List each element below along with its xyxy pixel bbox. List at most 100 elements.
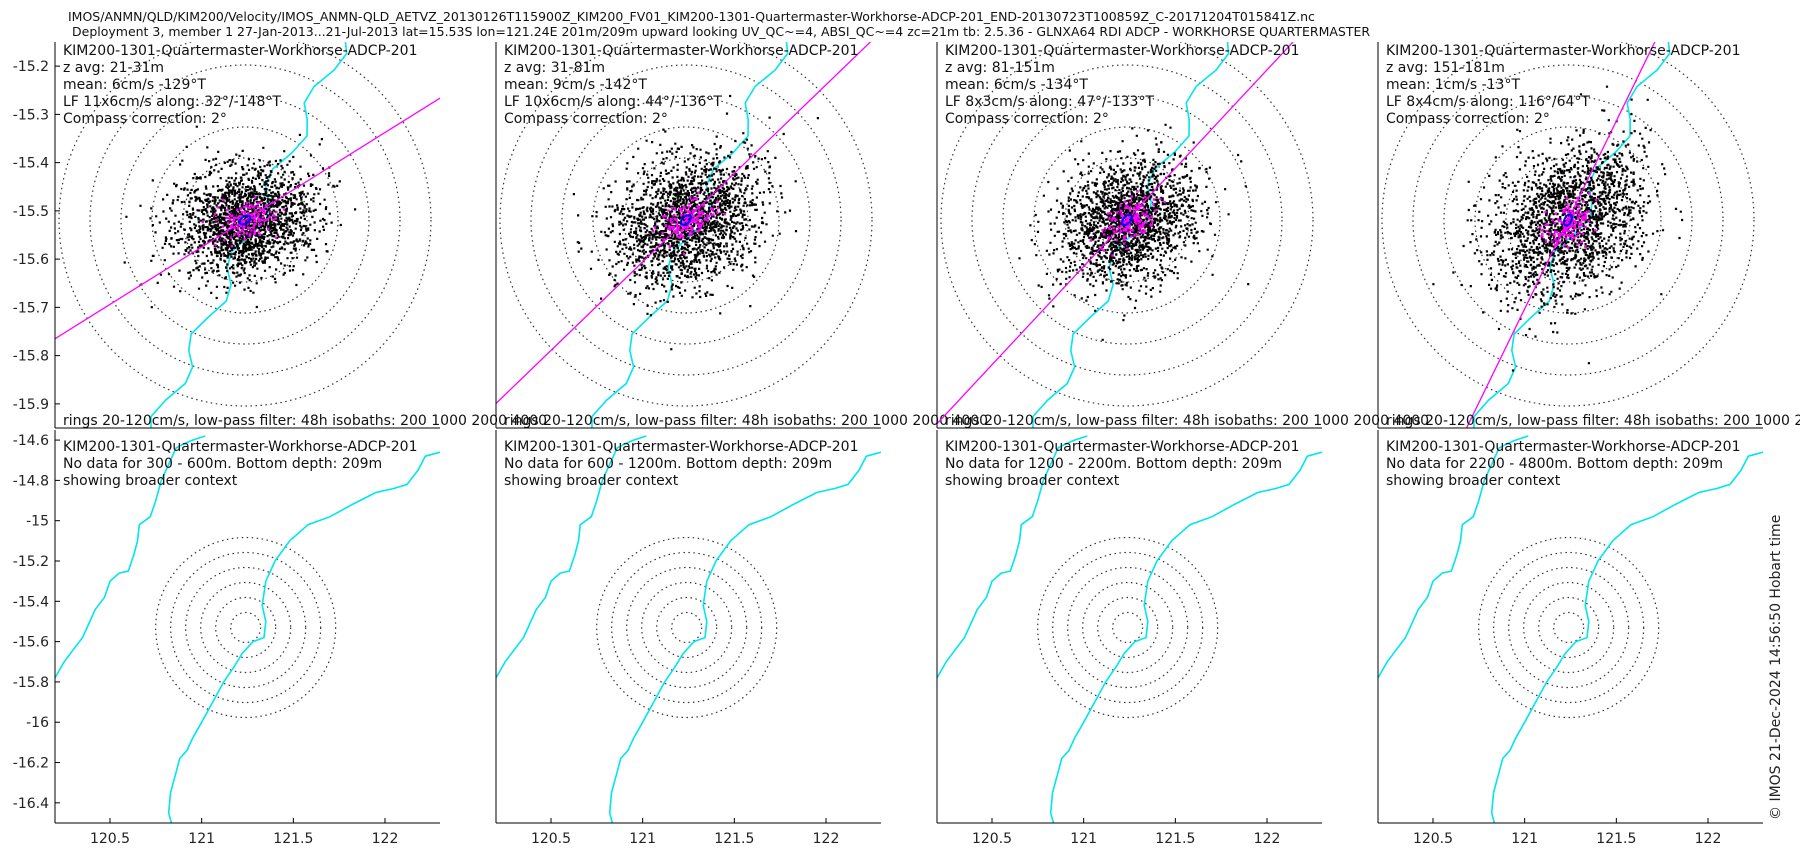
panel-title: KIM200-1301-Quartermaster-Workhorse-ADCP… bbox=[63, 439, 418, 455]
velocity-ring bbox=[1443, 95, 1693, 345]
velocity-ring bbox=[1064, 157, 1190, 283]
principal-axis-line bbox=[55, 97, 440, 340]
panel-annotation: mean: 6cm/s -129°T bbox=[63, 77, 206, 93]
isobath-line bbox=[1490, 451, 1763, 823]
panel-footer: rings 20-120cm/s, low-pass filter: 48h i… bbox=[504, 413, 988, 429]
velocity-ring bbox=[671, 611, 703, 644]
velocity-ring bbox=[1033, 126, 1221, 314]
panel-title: KIM200-1301-Quartermaster-Workhorse-ADCP… bbox=[1386, 43, 1741, 59]
x-tick-label: 122 bbox=[1695, 831, 1722, 847]
y-tick-label: -15.4 bbox=[13, 594, 49, 610]
velocity-ring bbox=[499, 42, 873, 407]
isobath-line bbox=[608, 451, 881, 823]
map-panel-3: KIM200-1301-Quartermaster-Workhorse-ADCP… bbox=[936, 430, 1322, 847]
y-tick-label: -15.8 bbox=[13, 349, 49, 365]
panel-annotation: mean: 9cm/s -142°T bbox=[504, 77, 647, 93]
velocity-ring bbox=[1112, 611, 1144, 644]
velocity-ring bbox=[155, 536, 337, 719]
velocity-ring bbox=[561, 95, 811, 345]
isobath-line bbox=[167, 451, 440, 823]
map-panel-2: KIM200-1301-Quartermaster-Workhorse-ADCP… bbox=[495, 430, 881, 847]
panel-annotation: showing broader context bbox=[504, 473, 679, 489]
panel-annotation: mean: 6cm/s -134°T bbox=[945, 77, 1088, 93]
x-tick-label: 121.5 bbox=[273, 831, 313, 847]
velocity-ring bbox=[120, 95, 370, 345]
panel-footer: rings 20-120cm/s, low-pass filter: 48h i… bbox=[1386, 413, 1800, 429]
velocity-ring bbox=[1478, 536, 1660, 719]
velocity-ring bbox=[1002, 95, 1252, 345]
velocity-ring bbox=[592, 126, 780, 314]
x-tick-label: 121.5 bbox=[714, 831, 754, 847]
velocity-ring bbox=[971, 64, 1283, 376]
x-tick-label: 121 bbox=[188, 831, 215, 847]
y-tick-label: -15.6 bbox=[13, 252, 49, 268]
y-tick-label: -15.2 bbox=[13, 59, 49, 75]
velocity-ring bbox=[1493, 551, 1645, 704]
panel-annotation: z avg: 81-151m bbox=[945, 60, 1055, 76]
scatter-panel-2: KIM200-1301-Quartermaster-Workhorse-ADCP… bbox=[495, 42, 988, 429]
velocity-ring bbox=[230, 611, 262, 644]
panel-annotation: No data for 2200 - 4800m. Bottom depth: … bbox=[1386, 456, 1723, 472]
panel-title: KIM200-1301-Quartermaster-Workhorse-ADCP… bbox=[1386, 439, 1741, 455]
velocity-ring bbox=[1553, 611, 1585, 644]
velocity-ring bbox=[596, 536, 778, 719]
principal-axis-line bbox=[1465, 42, 1656, 428]
lowpass-scatter-points bbox=[201, 196, 286, 248]
panel-title: KIM200-1301-Quartermaster-Workhorse-ADCP… bbox=[945, 439, 1300, 455]
map-panel-4: KIM200-1301-Quartermaster-Workhorse-ADCP… bbox=[1377, 430, 1763, 847]
velocity-ring bbox=[656, 596, 718, 659]
velocity-ring bbox=[641, 581, 733, 674]
x-tick-label: 122 bbox=[813, 831, 840, 847]
mean-velocity-marker bbox=[1121, 214, 1133, 226]
velocity-scatter-points bbox=[1432, 85, 1684, 372]
isobath-line bbox=[1049, 451, 1322, 823]
y-tick-label: -15.5 bbox=[13, 204, 49, 220]
mean-velocity-marker bbox=[238, 214, 252, 226]
x-tick-label: 122 bbox=[372, 831, 399, 847]
x-tick-label: 121 bbox=[1070, 831, 1097, 847]
panel-annotation: No data for 1200 - 2200m. Bottom depth: … bbox=[945, 456, 1282, 472]
principal-axis-line bbox=[937, 42, 1294, 425]
velocity-ring bbox=[1538, 596, 1600, 659]
velocity-ring bbox=[185, 566, 307, 689]
scatter-panel-1: KIM200-1301-Quartermaster-Workhorse-ADCP… bbox=[13, 42, 547, 429]
header-filename: IMOS/ANMN/QLD/KIM200/Velocity/IMOS_ANMN-… bbox=[68, 9, 1315, 24]
y-tick-label: -16.4 bbox=[13, 796, 49, 812]
velocity-ring bbox=[626, 566, 748, 689]
y-tick-label: -15.6 bbox=[13, 635, 49, 651]
y-tick-label: -15.8 bbox=[13, 675, 49, 691]
panel-annotation: z avg: 31-81m bbox=[504, 60, 605, 76]
velocity-ring bbox=[1508, 566, 1630, 689]
x-tick-label: 121 bbox=[1511, 831, 1538, 847]
panel-annotation: LF 8x3cm/s along: 47°/-133°T bbox=[945, 94, 1154, 110]
x-tick-label: 120.5 bbox=[531, 831, 571, 847]
velocity-ring bbox=[151, 126, 339, 314]
panel-annotation: showing broader context bbox=[63, 473, 238, 489]
x-tick-label: 120.5 bbox=[90, 831, 130, 847]
mean-velocity-marker bbox=[1562, 213, 1574, 227]
velocity-ring bbox=[1067, 566, 1189, 689]
y-tick-label: -15.4 bbox=[13, 156, 49, 172]
panel-annotation: No data for 300 - 600m. Bottom depth: 20… bbox=[63, 456, 382, 472]
velocity-ring bbox=[530, 64, 842, 376]
velocity-ring bbox=[1097, 596, 1159, 659]
velocity-ring bbox=[611, 551, 763, 704]
velocity-ring bbox=[58, 42, 432, 407]
velocity-ring bbox=[1052, 551, 1204, 704]
panel-title: KIM200-1301-Quartermaster-Workhorse-ADCP… bbox=[504, 439, 859, 455]
velocity-ring bbox=[89, 64, 401, 376]
panel-annotation: LF 10x6cm/s along: 44°/-136°T bbox=[504, 94, 722, 110]
panel-annotation: LF 11x6cm/s along: 32°/-148°T bbox=[63, 94, 281, 110]
x-tick-label: 121.5 bbox=[1596, 831, 1636, 847]
y-tick-label: -16 bbox=[26, 715, 49, 731]
velocity-ring bbox=[200, 581, 292, 674]
y-tick-label: -15.3 bbox=[13, 107, 49, 123]
panel-title: KIM200-1301-Quartermaster-Workhorse-ADCP… bbox=[504, 43, 859, 59]
panel-annotation: z avg: 151-181m bbox=[1386, 60, 1505, 76]
panel-footer: rings 20-120cm/s, low-pass filter: 48h i… bbox=[945, 413, 1429, 429]
x-tick-label: 121 bbox=[629, 831, 656, 847]
velocity-ring bbox=[1082, 581, 1174, 674]
panel-footer: rings 20-120cm/s, low-pass filter: 48h i… bbox=[63, 413, 547, 429]
y-tick-label: -16.2 bbox=[13, 756, 49, 772]
lowpass-scatter-points bbox=[1538, 192, 1598, 249]
